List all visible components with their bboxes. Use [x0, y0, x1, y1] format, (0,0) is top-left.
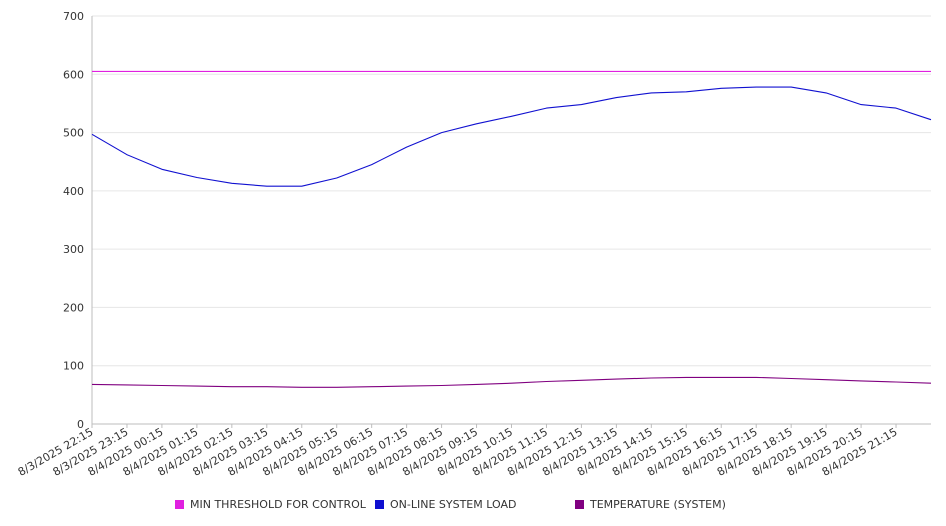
y-tick-label: 300: [63, 243, 84, 256]
y-tick-label: 500: [63, 127, 84, 140]
y-tick-label: 200: [63, 301, 84, 314]
legend-label-temperature: TEMPERATURE (SYSTEM): [590, 498, 726, 511]
legend-label-system-load: ON-LINE SYSTEM LOAD: [390, 498, 517, 511]
y-tick-label: 600: [63, 68, 84, 81]
y-tick-label: 700: [63, 10, 84, 23]
y-tick-label: 400: [63, 185, 84, 198]
legend-item-min-threshold[interactable]: MIN THRESHOLD FOR CONTROL: [175, 498, 366, 511]
gridlines: [92, 15, 931, 367]
legend-swatch-min-threshold: [175, 500, 184, 509]
series-line-temperature[interactable]: [91, 376, 932, 388]
y-axis-ticks: 0 100 200 300 400 500 600 700: [63, 10, 84, 431]
legend-swatch-temperature: [575, 500, 584, 509]
legend-item-system-load[interactable]: ON-LINE SYSTEM LOAD: [375, 498, 516, 511]
legend: MIN THRESHOLD FOR CONTROL ON-LINE SYSTEM…: [0, 498, 946, 514]
x-axis-ticks: 8/3/2025 22:158/3/2025 23:158/4/2025 00:…: [16, 424, 900, 479]
y-tick-label: 0: [77, 418, 84, 431]
axes: [91, 16, 931, 425]
series-lines: [91, 70, 932, 388]
legend-swatch-system-load: [375, 500, 384, 509]
legend-label-min-threshold: MIN THRESHOLD FOR CONTROL: [190, 498, 366, 511]
legend-item-temperature[interactable]: TEMPERATURE (SYSTEM): [575, 498, 726, 511]
y-tick-label: 100: [63, 360, 84, 373]
series-line-system-load[interactable]: [91, 86, 932, 187]
